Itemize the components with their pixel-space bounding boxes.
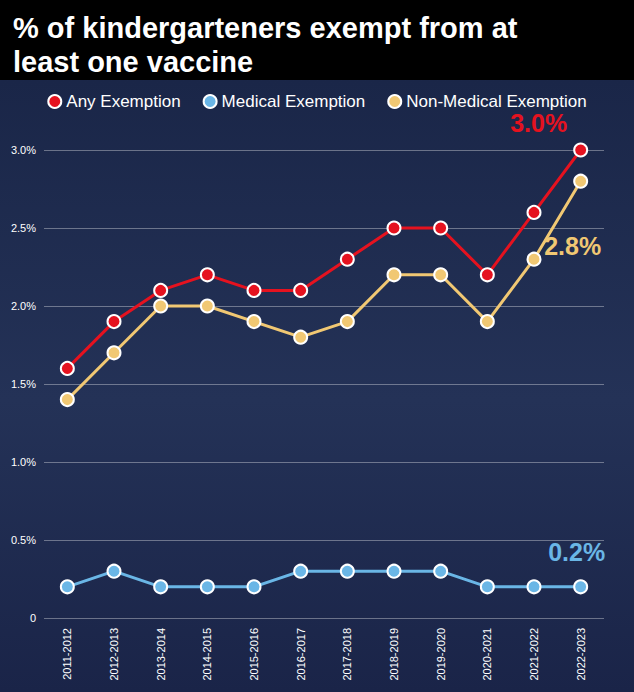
svg-text:2013-2014: 2013-2014 <box>155 628 167 681</box>
svg-text:2022-2023: 2022-2023 <box>575 628 587 681</box>
svg-text:2019-2020: 2019-2020 <box>435 628 447 681</box>
svg-text:Any Exemption: Any Exemption <box>66 92 180 111</box>
svg-text:2.0%: 2.0% <box>11 300 36 312</box>
svg-text:2.8%: 2.8% <box>544 232 601 260</box>
svg-text:% of kindergarteners exempt fr: % of kindergarteners exempt from at <box>13 12 525 44</box>
svg-text:2011-2012: 2011-2012 <box>61 628 73 680</box>
svg-text:Medical Exemption: Medical Exemption <box>222 92 366 111</box>
svg-text:2018-2019: 2018-2019 <box>388 628 400 681</box>
svg-text:Non-Medical Exemption: Non-Medical Exemption <box>406 92 586 111</box>
svg-text:0: 0 <box>30 612 36 624</box>
svg-text:1.5%: 1.5% <box>11 378 36 390</box>
svg-text:2017-2018: 2017-2018 <box>341 628 353 681</box>
svg-text:2021-2022: 2021-2022 <box>528 628 540 681</box>
svg-text:least one vaccine: least one vaccine <box>13 46 253 78</box>
svg-text:3.0%: 3.0% <box>11 144 36 156</box>
svg-text:2.5%: 2.5% <box>11 222 36 234</box>
svg-text:2012-2013: 2012-2013 <box>108 628 120 681</box>
svg-text:2014-2015: 2014-2015 <box>201 628 213 681</box>
svg-text:1.0%: 1.0% <box>11 456 36 468</box>
svg-text:3.0%: 3.0% <box>510 109 567 137</box>
svg-text:2020-2021: 2020-2021 <box>481 628 493 681</box>
svg-text:0.2%: 0.2% <box>548 538 605 566</box>
svg-text:2015-2016: 2015-2016 <box>248 628 260 681</box>
svg-text:0.5%: 0.5% <box>11 534 36 546</box>
svg-text:2016-2017: 2016-2017 <box>295 628 307 681</box>
